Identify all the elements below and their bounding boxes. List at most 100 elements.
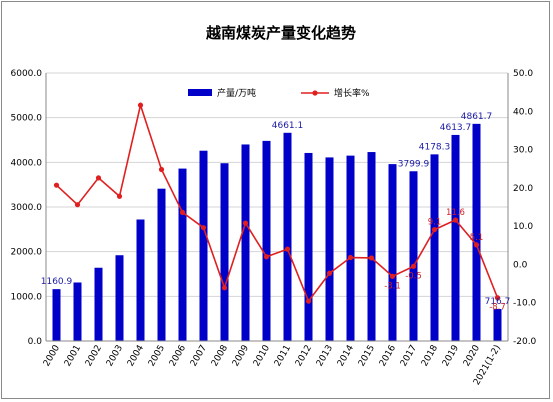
rate-value-label: -0.5: [405, 271, 422, 281]
x-tick-label: 2019: [441, 343, 461, 368]
left-tick-label: 2000.0: [11, 248, 43, 258]
x-tick-label: 2004: [126, 343, 146, 368]
rate-point: [242, 220, 249, 226]
right-tick-label: -10.0: [513, 299, 537, 309]
bar: [451, 134, 460, 341]
left-tick-label: 0.0: [28, 337, 43, 347]
bar-value-label: 4613.7: [440, 123, 472, 133]
left-tick-label: 3000.0: [11, 203, 43, 213]
rate-point: [221, 285, 228, 291]
rate-point: [347, 254, 354, 261]
rate-value-label: 11.6: [446, 208, 465, 218]
x-tick-label: 2011: [273, 344, 293, 369]
x-tick-label: 2020: [462, 343, 482, 368]
bar-series: [52, 123, 502, 342]
bar: [283, 132, 292, 341]
bar: [472, 123, 481, 342]
rate-point: [95, 175, 102, 181]
right-tick-label: 50.0: [513, 69, 533, 79]
x-tick-label: 2001: [63, 344, 83, 369]
chart-title: 越南煤炭产量变化趋势: [205, 24, 356, 42]
legend: 产量/万吨 增长率%: [188, 87, 370, 99]
bar: [94, 267, 103, 341]
rate-point: [53, 182, 60, 188]
x-tick-label: 2013: [315, 344, 335, 369]
left-tick-label: 5000.0: [11, 114, 43, 124]
rate-point: [473, 242, 480, 248]
rate-point: [263, 254, 270, 260]
x-tick-label: 2014: [336, 343, 356, 368]
rate-point: [389, 273, 396, 279]
rate-point: [410, 263, 417, 269]
bar: [199, 150, 208, 341]
bar: [262, 140, 271, 341]
right-tick-label: -20.0: [513, 337, 537, 347]
bar: [73, 282, 82, 341]
rate-point: [116, 193, 123, 199]
rate-value-label: 9.1: [428, 218, 442, 228]
bar: [388, 164, 397, 341]
rate-point: [74, 202, 81, 208]
right-tick-label: 10.0: [513, 222, 533, 232]
rate-point: [431, 226, 438, 233]
x-tick-label: 2007: [189, 344, 209, 369]
bar: [136, 219, 145, 341]
x-tick-label: 2016: [378, 343, 398, 368]
bar-value-label: 1160.9: [41, 277, 73, 287]
x-tick-label: 2003: [105, 344, 125, 369]
legend-bar-label: 产量/万吨: [217, 87, 256, 99]
legend-line-marker: [312, 90, 318, 96]
rate-value-label: 5.1: [470, 233, 484, 243]
bar: [178, 168, 187, 341]
bar: [325, 157, 334, 341]
rate-line: [55, 102, 499, 303]
legend-bar-swatch: [188, 89, 212, 96]
bar: [409, 171, 418, 341]
rate-point: [326, 270, 333, 276]
rate-point: [137, 102, 144, 108]
right-tick-label: 40.0: [513, 107, 533, 117]
bar-value-label: 716.7: [485, 297, 511, 307]
rate-point: [494, 295, 501, 301]
right-tick-label: 20.0: [513, 184, 533, 194]
left-tick-label: 6000.0: [11, 69, 43, 79]
bar: [52, 289, 61, 341]
bar: [493, 308, 502, 341]
bar: [304, 152, 313, 341]
x-tick-label: 2010: [252, 343, 272, 368]
rate-value-label: -3.1: [384, 281, 401, 291]
bar: [346, 155, 355, 341]
bar-value-label: 4661.1: [272, 121, 304, 131]
legend-line-label: 增长率%: [334, 87, 370, 99]
rate-point: [452, 217, 459, 223]
x-tick-label: 2008: [210, 343, 230, 368]
bar-value-label: 4861.7: [461, 112, 493, 122]
bar: [220, 163, 229, 341]
rate-value-label: -8.7: [489, 303, 506, 313]
rate-point: [158, 166, 165, 173]
rate-series: [53, 102, 501, 304]
bar: [115, 255, 124, 341]
rate-point: [284, 246, 291, 252]
x-tick-label: 2017: [399, 344, 419, 369]
x-tick-label: 2009: [231, 343, 251, 368]
bar: [157, 188, 166, 341]
bar: [241, 144, 250, 341]
left-tick-label: 1000.0: [11, 292, 43, 302]
x-tick-label: 2018: [420, 343, 440, 368]
x-tick-label: 2006: [168, 343, 188, 368]
x-tick-label: 2002: [84, 344, 104, 369]
rate-point: [200, 225, 207, 231]
x-tick-label: 2012: [294, 344, 314, 369]
left-tick-label: 4000.0: [11, 158, 43, 168]
bar-value-label: 3799.9: [398, 159, 430, 169]
right-tick-label: 30.0: [513, 146, 533, 156]
bar-value-label: 4178.3: [419, 142, 451, 152]
rate-point: [368, 255, 375, 261]
x-tick-label: 2005: [147, 344, 167, 369]
grid-lines: [46, 72, 508, 342]
rate-point: [305, 298, 312, 304]
x-tick-label: 2015: [357, 344, 377, 369]
